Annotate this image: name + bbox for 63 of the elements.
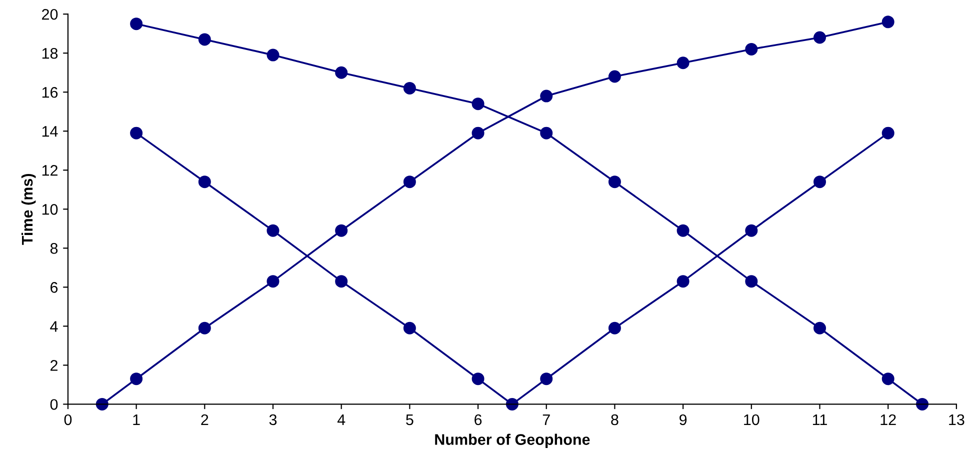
y-axis-title: Time (ms) <box>21 174 36 245</box>
point <box>266 275 280 288</box>
point <box>130 372 143 386</box>
point <box>814 176 826 188</box>
point <box>198 176 211 188</box>
point <box>676 275 690 288</box>
point <box>540 126 553 140</box>
point <box>882 372 894 386</box>
x-tick-label: 6 <box>474 414 482 426</box>
x-tick-label: 13 <box>949 414 964 426</box>
point <box>266 48 280 62</box>
point <box>814 31 826 44</box>
x-tick-label: 3 <box>269 414 277 426</box>
x-tick-label: 9 <box>680 414 687 426</box>
point <box>814 322 826 334</box>
point <box>676 224 690 237</box>
point <box>540 90 553 102</box>
point <box>745 42 758 56</box>
point <box>472 98 484 110</box>
x-tick-label: 8 <box>611 414 618 426</box>
point <box>882 126 894 140</box>
y-tick-label: 2 <box>50 360 58 371</box>
point <box>130 126 143 140</box>
x-tick-label: 10 <box>744 414 760 426</box>
point <box>745 224 758 237</box>
point <box>198 33 211 46</box>
point <box>472 372 484 386</box>
point <box>198 322 211 334</box>
point <box>608 322 621 334</box>
y-tick-label: 8 <box>50 243 58 254</box>
x-tick-label: 2 <box>201 414 208 425</box>
y-tick-label: 14 <box>42 126 58 137</box>
y-tick-label: 18 <box>42 48 58 59</box>
point <box>608 70 621 83</box>
y-tick-label: 20 <box>42 8 58 20</box>
point <box>882 16 894 28</box>
y-tick-label: 6 <box>50 282 58 293</box>
x-tick-label: 5 <box>406 414 414 426</box>
y-tick-label: 12 <box>42 165 58 176</box>
x-tick-label: 4 <box>337 414 346 425</box>
point <box>403 82 416 94</box>
y-tick-label: 16 <box>42 86 58 98</box>
x-tick-label: 12 <box>880 414 896 425</box>
point <box>608 176 621 188</box>
x-tick-label: 11 <box>812 414 827 425</box>
point <box>676 56 690 70</box>
point <box>335 275 348 288</box>
x-axis-title: Number of Geophone <box>435 434 590 448</box>
x-tick-label: 0 <box>64 414 72 426</box>
x-tick-label: 7 <box>542 414 550 425</box>
x-tick-label: 1 <box>133 414 140 425</box>
point <box>472 126 484 140</box>
point <box>403 176 416 188</box>
point <box>540 372 553 386</box>
point <box>745 275 758 288</box>
y-tick-label: 0 <box>50 399 58 410</box>
y-tick-label: 10 <box>42 204 58 215</box>
point <box>403 322 416 334</box>
point <box>335 224 348 237</box>
point <box>335 66 348 79</box>
point <box>266 224 280 237</box>
point <box>130 18 143 30</box>
y-tick-label: 4 <box>50 321 58 332</box>
